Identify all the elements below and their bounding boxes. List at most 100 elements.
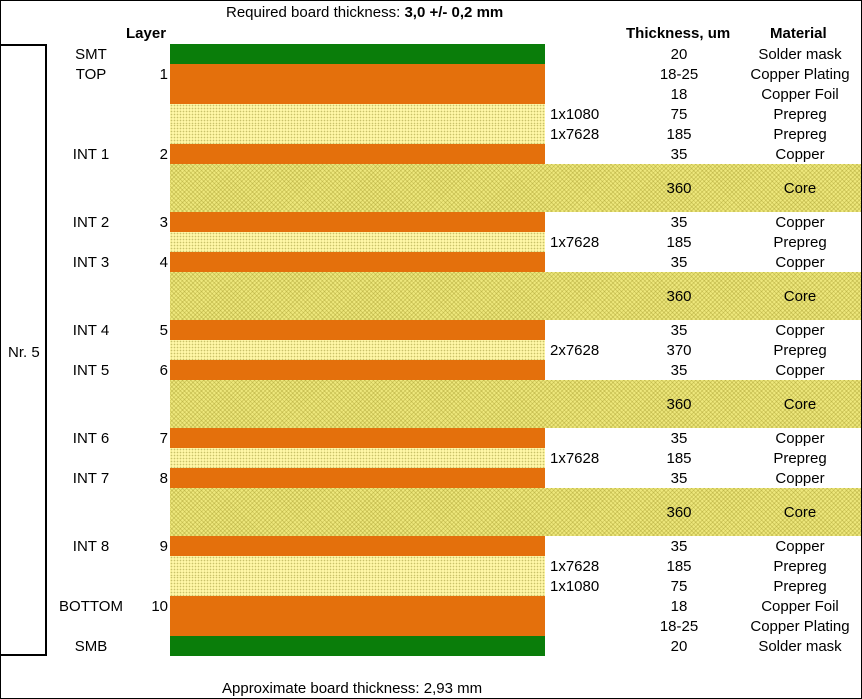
- layer-name: SMB: [74, 638, 108, 655]
- material-name: Solder mask: [758, 46, 842, 63]
- material-name: Core: [783, 288, 817, 305]
- layer-number: 3: [159, 214, 168, 231]
- material-name: Copper: [775, 322, 825, 339]
- material-name: Prepreg: [773, 126, 827, 143]
- stack-bracket: [1, 44, 47, 656]
- layer-name: TOP: [75, 66, 107, 83]
- thickness-value: 360: [666, 504, 692, 521]
- copper-layer-bar: [170, 144, 545, 164]
- copper-layer-bar: [170, 64, 545, 84]
- layer-name: SMT: [75, 46, 107, 63]
- thickness-value: 35: [670, 538, 688, 555]
- layer-name: INT 6: [72, 430, 110, 447]
- thickness-value: 18-25: [659, 66, 699, 83]
- material-name: Copper Foil: [761, 598, 839, 615]
- core-band: [170, 272, 861, 320]
- copper-layer-bar: [170, 428, 545, 448]
- core-band: [170, 488, 861, 536]
- approx-thickness-footer: Approximate board thickness: 2,93 mm: [222, 680, 483, 697]
- layer-number: 1: [159, 66, 168, 83]
- layer-number: 9: [159, 538, 168, 555]
- thickness-value: 35: [670, 322, 688, 339]
- layer-number: 7: [159, 430, 168, 447]
- soldermask-layer-bar: [170, 636, 545, 656]
- material-name: Copper: [775, 470, 825, 487]
- thickness-value: 35: [670, 362, 688, 379]
- thickness-value: 75: [670, 106, 688, 123]
- thickness-value: 185: [666, 126, 692, 143]
- prepreg-fabric: 1x7628: [550, 450, 600, 467]
- prepreg-fabric: 2x7628: [550, 342, 600, 359]
- prepreg-layer-bar: [170, 576, 545, 596]
- material-name: Solder mask: [758, 638, 842, 655]
- prepreg-fabric: 1x7628: [550, 558, 600, 575]
- title-prefix: Required board thickness:: [226, 4, 405, 21]
- prepreg-layer-bar: [170, 232, 545, 252]
- soldermask-layer-bar: [170, 44, 545, 64]
- prepreg-fabric: 1x1080: [550, 106, 600, 123]
- copper-layer-bar: [170, 320, 545, 340]
- material-name: Core: [783, 180, 817, 197]
- material-name: Prepreg: [773, 578, 827, 595]
- copper-layer-bar: [170, 616, 545, 636]
- material-name: Prepreg: [773, 106, 827, 123]
- material-name: Copper: [775, 538, 825, 555]
- thickness-value: 20: [670, 46, 688, 63]
- stack-label: Nr. 5: [8, 344, 40, 361]
- thickness-value: 35: [670, 146, 688, 163]
- material-header: Material: [770, 25, 827, 42]
- thickness-value: 360: [666, 288, 692, 305]
- copper-layer-bar: [170, 596, 545, 616]
- core-band: [170, 164, 861, 212]
- material-name: Prepreg: [773, 342, 827, 359]
- thickness-value: 35: [670, 214, 688, 231]
- thickness-value: 35: [670, 430, 688, 447]
- prepreg-layer-bar: [170, 556, 545, 576]
- material-name: Core: [783, 396, 817, 413]
- prepreg-layer-bar: [170, 340, 545, 360]
- material-name: Copper: [775, 362, 825, 379]
- layer-name: INT 4: [72, 322, 110, 339]
- layer-number: 10: [151, 598, 168, 615]
- layer-number: 2: [159, 146, 168, 163]
- layer-name: INT 1: [72, 146, 110, 163]
- thickness-value: 20: [670, 638, 688, 655]
- copper-layer-bar: [170, 212, 545, 232]
- material-name: Prepreg: [773, 450, 827, 467]
- material-name: Prepreg: [773, 234, 827, 251]
- thickness-value: 18-25: [659, 618, 699, 635]
- material-name: Copper: [775, 214, 825, 231]
- layer-name: INT 5: [72, 362, 110, 379]
- thickness-value: 360: [666, 396, 692, 413]
- thickness-value: 35: [670, 470, 688, 487]
- prepreg-layer-bar: [170, 448, 545, 468]
- prepreg-fabric: 1x1080: [550, 578, 600, 595]
- core-band: [170, 380, 861, 428]
- layer-name: INT 3: [72, 254, 110, 271]
- thickness-value: 18: [670, 598, 688, 615]
- layer-number: 6: [159, 362, 168, 379]
- copper-layer-bar: [170, 536, 545, 556]
- material-name: Copper Plating: [750, 66, 850, 83]
- material-name: Copper Foil: [761, 86, 839, 103]
- thickness-value: 75: [670, 578, 688, 595]
- thickness-value: 370: [666, 342, 692, 359]
- layer-name: INT 8: [72, 538, 110, 555]
- thickness-value: 185: [666, 558, 692, 575]
- layer-number: 5: [159, 322, 168, 339]
- prepreg-layer-bar: [170, 104, 545, 124]
- thickness-header: Thickness, um: [626, 25, 731, 42]
- copper-layer-bar: [170, 84, 545, 104]
- layer-name: INT 7: [72, 470, 110, 487]
- layer-header: Layer: [126, 25, 167, 42]
- title-value: 3,0 +/- 0,2 mm: [404, 4, 504, 21]
- material-name: Copper: [775, 430, 825, 447]
- thickness-value: 360: [666, 180, 692, 197]
- material-name: Copper: [775, 146, 825, 163]
- prepreg-fabric: 1x7628: [550, 126, 600, 143]
- layer-name: INT 2: [72, 214, 110, 231]
- thickness-value: 185: [666, 234, 692, 251]
- material-name: Core: [783, 504, 817, 521]
- thickness-value: 35: [670, 254, 688, 271]
- copper-layer-bar: [170, 468, 545, 488]
